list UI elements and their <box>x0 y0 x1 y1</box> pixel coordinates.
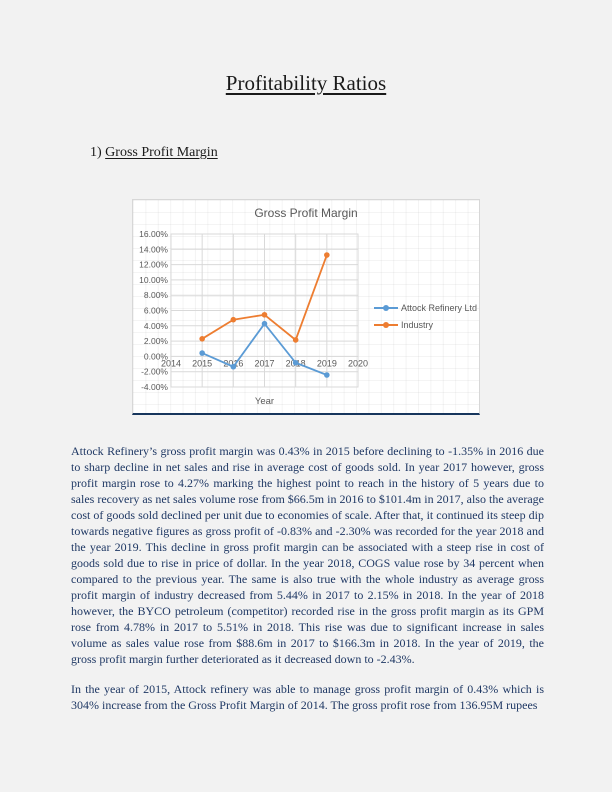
y-axis-tick-label: 4.00% <box>144 321 169 331</box>
legend-marker-icon <box>374 322 398 328</box>
y-axis-tick-label: 0.00% <box>144 351 169 361</box>
y-axis-tick-label: 6.00% <box>144 306 169 316</box>
legend-item: Industry <box>374 320 477 330</box>
x-axis-title: Year <box>255 396 274 407</box>
legend-label: Attock Refinery Ltd <box>401 303 478 313</box>
data-point-marker <box>324 372 330 378</box>
data-point-marker <box>292 337 299 343</box>
y-axis-tick-label: 12.00% <box>139 260 168 270</box>
y-axis-tick-label: 2.00% <box>144 336 169 346</box>
data-point-marker <box>230 316 237 323</box>
data-point-marker <box>261 311 268 318</box>
body-text: Attock Refinery’s gross profit margin wa… <box>71 443 544 727</box>
data-point-marker <box>292 359 299 366</box>
section-heading-text: Gross Profit Margin <box>105 145 218 160</box>
data-point-marker <box>261 320 268 327</box>
y-axis-tick-label: 14.00% <box>139 244 168 254</box>
x-axis-tick-label: 2017 <box>254 358 274 368</box>
data-point-marker <box>230 363 237 370</box>
data-point-marker <box>199 350 205 356</box>
legend-label: Industry <box>401 320 434 330</box>
section-heading: 1) Gross Profit Margin <box>90 145 218 161</box>
body-paragraph: In the year of 2015, Attock refinery was… <box>71 682 544 712</box>
y-axis-tick-label: -2.00% <box>141 367 168 377</box>
legend-item: Attock Refinery Ltd <box>374 303 477 313</box>
legend-marker-icon <box>374 305 398 311</box>
body-paragraph: Attock Refinery’s gross profit margin wa… <box>71 444 544 666</box>
chart-canvas: 16.00% 14.00% 12.00% 10.00% 8.00% 6.00% 4.00% 2… <box>139 229 368 407</box>
chart-legend: Attock Refinery Ltd Industry <box>374 303 477 330</box>
x-axis-tick-label: 2015 <box>192 358 212 368</box>
y-axis-tick-label: 8.00% <box>144 290 169 300</box>
page-title: Profitability Ratios <box>225 71 387 95</box>
data-point-marker <box>199 336 205 342</box>
y-axis-tick-label: -4.00% <box>141 382 168 392</box>
section-number: 1) <box>90 145 106 160</box>
x-axis-tick-label: 2016 <box>223 358 243 368</box>
chart-title: Gross Profit Margin <box>254 206 358 220</box>
y-axis-tick-label: 10.00% <box>139 275 168 285</box>
data-point-marker <box>324 252 330 258</box>
x-axis-tick-label: 2019 <box>317 358 337 368</box>
y-axis-tick-label: 16.00% <box>139 229 168 239</box>
chart-figure: 16.00% 14.00% 12.00% 10.00% 8.00% 6.00% 4.00% 2… <box>132 199 480 415</box>
